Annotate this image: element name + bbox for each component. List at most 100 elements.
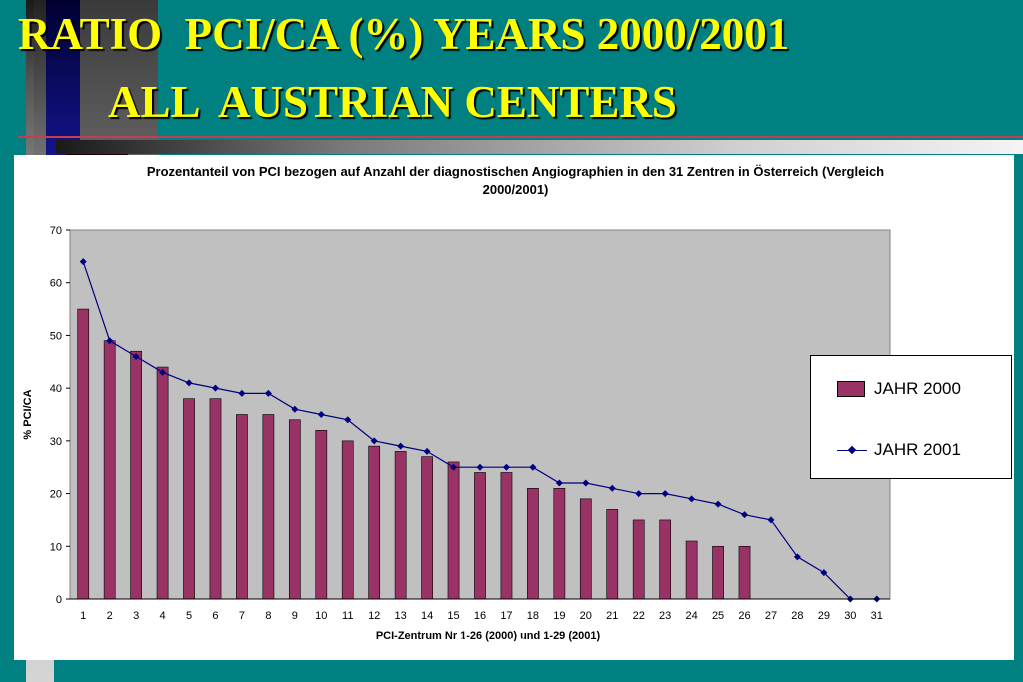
legend-label-2000: JAHR 2000	[874, 379, 961, 398]
x-tick-label: 11	[342, 610, 353, 622]
bar-2000	[77, 308, 90, 600]
x-tick-label: 23	[659, 610, 671, 622]
bar-2000	[236, 414, 248, 600]
bar-2000	[579, 498, 592, 600]
x-tick-label: 29	[818, 610, 830, 622]
bar-2000	[209, 398, 222, 600]
x-tick-label: 26	[738, 610, 750, 622]
y-tick-label: 0	[56, 594, 62, 606]
bar-2000	[341, 440, 354, 600]
x-tick-label: 30	[844, 610, 856, 622]
point-2001	[344, 416, 352, 424]
bar-2000	[368, 445, 381, 600]
x-tick-label: 1	[80, 610, 86, 622]
point-2001	[476, 463, 484, 471]
point-2001	[211, 384, 219, 392]
slide-footer: Volker Mühlberger, Quality	[441, 636, 618, 653]
bar-2000	[632, 519, 645, 600]
point-2001	[608, 484, 616, 492]
point-2001	[793, 553, 801, 561]
y-tick-label: 70	[50, 225, 62, 237]
x-tick-label: 24	[685, 610, 697, 622]
x-tick-label: 4	[160, 610, 166, 622]
point-2001	[238, 389, 246, 397]
point-2001	[582, 479, 590, 487]
chart-title: Prozentanteil von PCI bezogen auf Anzahl…	[146, 164, 885, 197]
point-2001	[185, 379, 193, 387]
x-tick-label: 13	[395, 610, 407, 622]
x-tick-label: 15	[447, 610, 459, 622]
point-2001	[370, 437, 378, 445]
legend-item-2001: JAHR 2001	[837, 440, 961, 460]
y-tick-label: 30	[50, 436, 62, 448]
x-tick-label: 31	[871, 610, 883, 622]
point-2001	[529, 463, 537, 471]
y-tick-label: 20	[50, 489, 62, 501]
point-2001	[635, 490, 643, 498]
x-tick-label: 12	[368, 610, 380, 622]
x-tick-label: 14	[421, 610, 433, 622]
x-tick-label: 28	[791, 610, 803, 622]
point-2001	[555, 479, 563, 487]
point-2001	[264, 389, 272, 397]
point-2001	[688, 495, 696, 503]
x-tick-label: 19	[553, 610, 565, 622]
bar-2000	[447, 461, 460, 600]
decor-shadow-bar	[56, 140, 1023, 154]
point-2001	[132, 353, 140, 361]
x-tick-label: 2	[107, 610, 113, 622]
x-axis-title: PCI-Zentrum Nr 1-26 (2000) und 1-29 (200…	[376, 630, 601, 642]
legend-item-2000: JAHR 2000	[837, 379, 961, 399]
slide-title-line2: ALL AUSTRIAN CENTERS	[108, 77, 677, 127]
x-tick-label: 17	[500, 610, 512, 622]
bar-2000	[500, 472, 513, 600]
bar-2000	[712, 545, 724, 600]
slide-title-line1: RATIO PCI/CA (%) YEARS 2000/2001	[18, 9, 790, 59]
x-tick-label: 20	[580, 610, 592, 622]
point-2001	[661, 490, 669, 498]
x-tick-label: 10	[315, 610, 327, 622]
x-tick-label: 6	[212, 610, 218, 622]
bar-2000	[288, 419, 301, 600]
point-2001	[79, 258, 87, 266]
bar-2000	[553, 487, 566, 600]
x-tick-label: 3	[133, 610, 139, 622]
bar-2000	[685, 540, 698, 600]
legend-line-swatch	[837, 443, 867, 457]
point-2001	[159, 368, 167, 376]
point-2001	[317, 411, 325, 418]
x-tick-label: 27	[765, 610, 777, 622]
bar-2000	[421, 456, 433, 600]
x-tick-label: 18	[527, 610, 539, 622]
y-tick-label: 50	[50, 330, 62, 342]
y-tick-label: 10	[50, 541, 62, 553]
x-tick-label: 22	[633, 610, 645, 622]
bar-2000	[103, 340, 116, 600]
y-tick-label: 40	[50, 383, 62, 395]
x-tick-label: 16	[474, 610, 486, 622]
bar-2000	[527, 487, 539, 600]
point-2001	[291, 405, 299, 413]
bar-2000	[606, 509, 619, 600]
bar-2000	[659, 519, 672, 600]
point-2001	[423, 447, 431, 455]
bar-2000	[738, 545, 751, 600]
bar-2000	[130, 350, 142, 600]
point-2001	[767, 516, 775, 524]
x-tick-label: 21	[606, 610, 618, 622]
point-2001	[820, 569, 828, 577]
legend-bar-swatch	[837, 381, 865, 397]
bar-2000	[474, 472, 486, 600]
point-2001	[106, 337, 114, 345]
chart-legend: JAHR 2000 JAHR 2001	[810, 355, 1012, 479]
legend-label-2001: JAHR 2001	[874, 440, 961, 459]
point-2001	[450, 463, 458, 471]
point-2001	[397, 442, 405, 450]
x-tick-label: 8	[265, 610, 271, 622]
bar-2000	[183, 398, 195, 600]
y-axis-title: % PCI/CA	[22, 389, 34, 439]
bar-2000	[262, 414, 275, 600]
bar-2000	[394, 451, 407, 600]
point-2001	[714, 500, 722, 508]
